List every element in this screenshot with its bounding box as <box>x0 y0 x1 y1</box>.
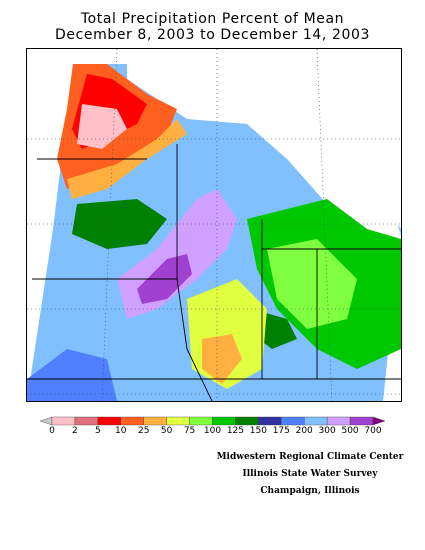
legend-swatch <box>74 416 99 426</box>
legend-tick-label: 2 <box>72 426 78 436</box>
legend-swatch <box>40 416 53 426</box>
legend-tick-label: 150 <box>249 426 267 436</box>
map-region-pink <box>77 104 127 149</box>
legend-tick-label: 100 <box>203 426 222 436</box>
legend-swatch <box>235 416 259 426</box>
legend-tick-label: 700 <box>364 426 382 436</box>
map-region-green-light <box>267 239 357 329</box>
map-region-orange-south <box>202 334 242 384</box>
map-region-north-blank <box>127 64 401 249</box>
credit-line-3: Champaign, Illinois <box>260 486 360 496</box>
legend-tick-label: 5 <box>94 426 101 436</box>
map-title-line-2: December 8, 2003 to December 14, 2003 <box>54 27 371 43</box>
legend-tick-label: 300 <box>318 426 336 436</box>
color-legend <box>40 416 385 426</box>
legend-swatch <box>281 416 305 426</box>
credit-line-2: Illinois State Water Survey <box>242 469 378 479</box>
legend-tick-label: 0 <box>49 426 55 436</box>
legend-swatch <box>304 416 328 426</box>
legend-swatch <box>349 416 374 426</box>
legend-tick-label: 50 <box>160 426 173 436</box>
legend-swatch <box>212 416 236 426</box>
precipitation-map <box>26 48 402 402</box>
legend-tick-label: 25 <box>137 426 150 436</box>
legend-swatch <box>189 416 213 426</box>
legend-tick-label: 75 <box>183 426 196 436</box>
legend-swatch <box>372 416 385 426</box>
legend-swatch <box>143 416 167 426</box>
legend-swatch <box>166 416 190 426</box>
legend-tick-label: 10 <box>115 426 127 436</box>
legend-swatch <box>51 416 76 426</box>
credit-line-1: Midwestern Regional Climate Center <box>216 452 404 462</box>
legend-tick-label: 500 <box>341 426 359 436</box>
legend-swatch <box>326 416 351 426</box>
map-region-blue-sw <box>27 349 117 401</box>
legend-swatch <box>97 416 121 426</box>
legend-tick-label: 175 <box>272 426 290 436</box>
legend-swatch <box>258 416 282 426</box>
legend-tick-label: 200 <box>295 426 313 436</box>
map-title-line-1: Total Precipitation Percent of Mean <box>80 11 345 27</box>
legend-swatch <box>120 416 144 426</box>
legend-tick-label: 125 <box>226 426 245 436</box>
